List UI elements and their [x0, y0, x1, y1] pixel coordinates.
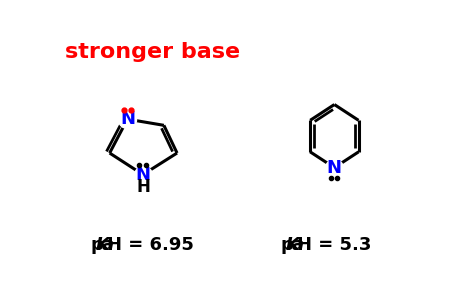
Text: a: a	[292, 236, 304, 254]
Text: p: p	[90, 236, 103, 254]
Text: H = 6.95: H = 6.95	[107, 236, 194, 254]
Text: K: K	[285, 236, 300, 254]
Text: stronger base: stronger base	[65, 42, 241, 62]
Text: N: N	[136, 166, 150, 184]
Text: K: K	[96, 236, 109, 254]
Text: a: a	[102, 236, 114, 254]
Text: N: N	[327, 159, 342, 177]
Text: H = 5.3: H = 5.3	[297, 236, 372, 254]
Text: N: N	[120, 110, 135, 128]
Text: H: H	[136, 178, 150, 196]
Text: p: p	[280, 236, 293, 254]
